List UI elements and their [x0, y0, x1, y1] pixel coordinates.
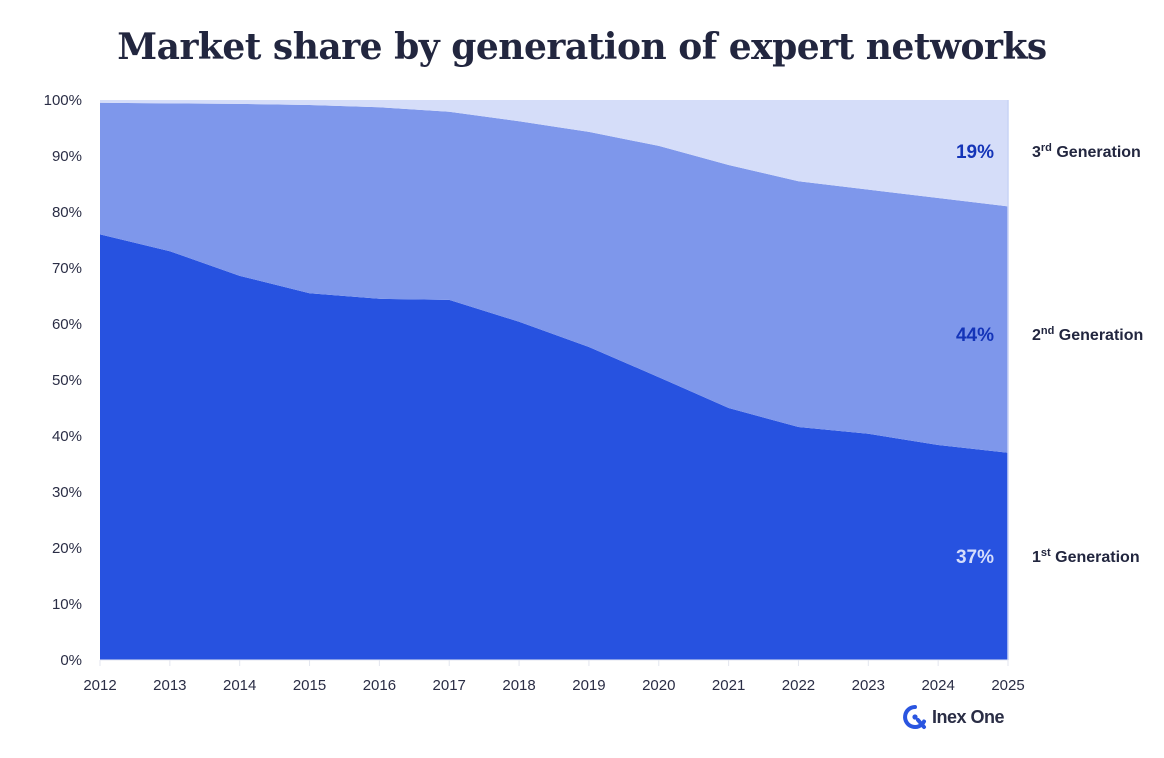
y-tick-label: 100%	[44, 92, 82, 109]
x-tick-label: 2015	[293, 677, 326, 694]
y-tick-label: 20%	[52, 540, 82, 557]
y-tick-label: 30%	[52, 484, 82, 501]
x-tick-label: 2018	[502, 677, 535, 694]
x-tick-label: 2013	[153, 677, 186, 694]
end-value-label: 44%	[956, 325, 994, 346]
x-tick-label: 2021	[712, 677, 745, 694]
end-value-label: 37%	[956, 547, 994, 568]
legend-label-1: 1st Generation	[1032, 547, 1140, 566]
x-tick-label: 2014	[223, 677, 256, 694]
x-tick-label: 2012	[83, 677, 116, 694]
brand-logo: Inex One	[902, 704, 1005, 730]
x-tick-label: 2024	[921, 677, 954, 694]
area-layer	[100, 100, 1008, 660]
x-tick-label: 2023	[852, 677, 885, 694]
axes-layer: 0% 10% 20% 30% 40% 50% 60% 70% 80% 90% 100% 2012 201…	[44, 92, 1025, 694]
area-3-generation	[100, 100, 1008, 207]
y-tick-label: 10%	[52, 596, 82, 613]
area-2-generation	[100, 102, 1008, 453]
chart-title: Market share by generation of expert net…	[117, 26, 1047, 68]
x-tick-label: 2022	[782, 677, 815, 694]
brand-name: Inex One	[932, 706, 1005, 727]
y-tick-label: 0%	[60, 652, 82, 669]
x-tick-label: 2016	[363, 677, 396, 694]
label-layer: 37% 1st Generation 44% 2nd Generation 19% 3rd…	[956, 142, 1143, 568]
x-tick-label: 2025	[991, 677, 1024, 694]
x-tick-label: 2020	[642, 677, 675, 694]
x-tick-label: 2019	[572, 677, 605, 694]
y-tick-label: 50%	[52, 372, 82, 389]
inex-one-logo-icon	[903, 705, 926, 729]
x-tick-label: 2017	[433, 677, 466, 694]
legend-label-2: 2nd Generation	[1032, 325, 1143, 344]
legend-label-3: 3rd Generation	[1032, 142, 1141, 161]
y-tick-label: 70%	[52, 260, 82, 277]
y-tick-label: 60%	[52, 316, 82, 333]
y-tick-label: 40%	[52, 428, 82, 445]
y-tick-label: 90%	[52, 148, 82, 165]
y-tick-label: 80%	[52, 204, 82, 221]
area-1-generation	[100, 234, 1008, 660]
end-value-label: 19%	[956, 142, 994, 163]
